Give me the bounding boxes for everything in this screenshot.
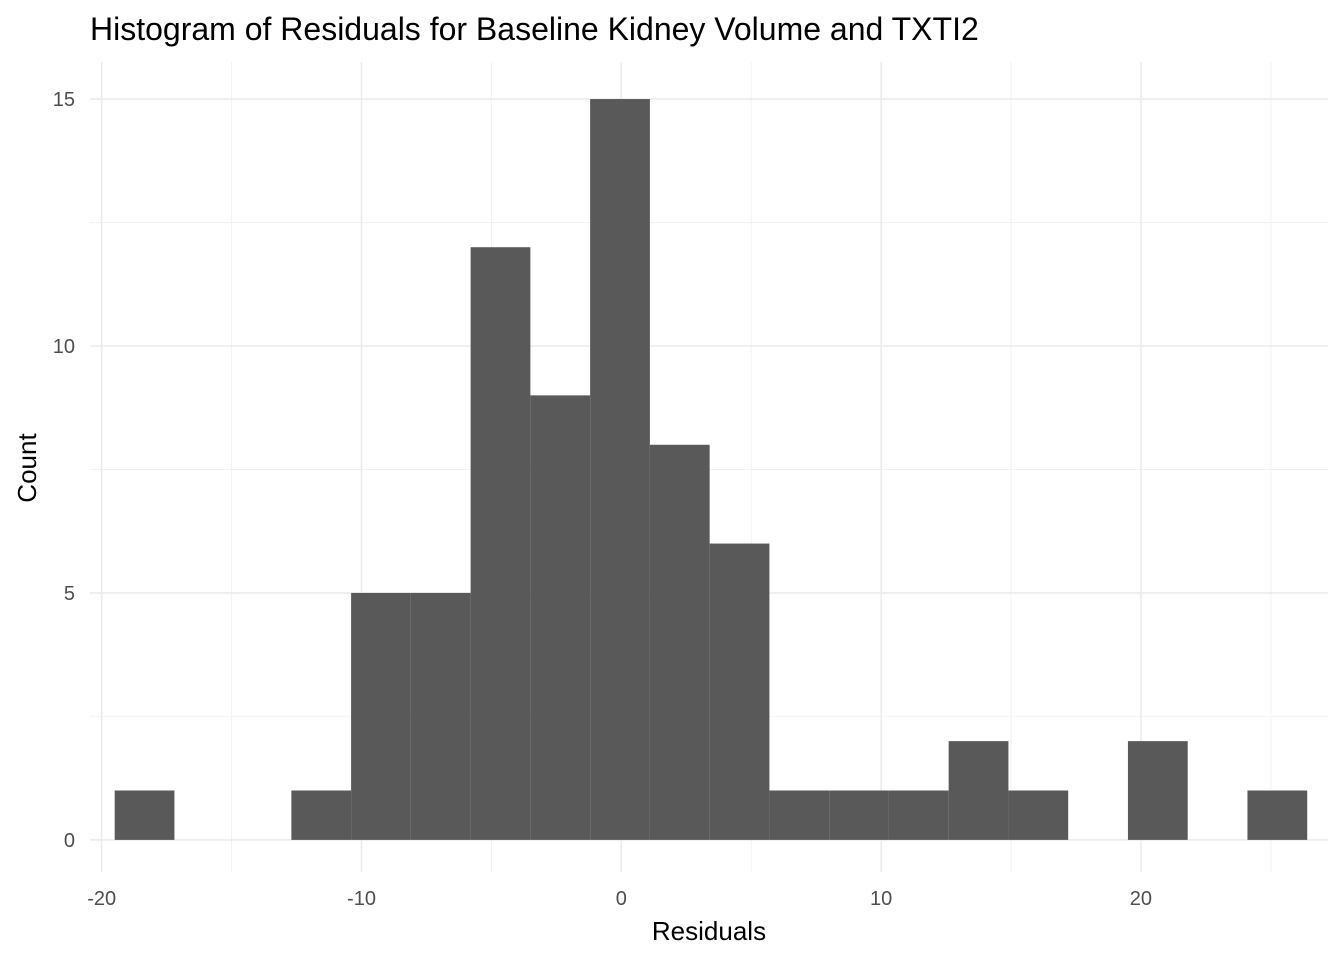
histogram-bars [114, 99, 1308, 840]
x-axis-title: Residuals [652, 916, 766, 946]
histogram-bar [291, 790, 352, 840]
y-tick-label: 15 [53, 89, 75, 111]
x-tick-label: 10 [870, 888, 892, 910]
histogram-bar [530, 395, 591, 840]
histogram-bar [888, 790, 949, 840]
histogram-bar [351, 592, 411, 840]
y-tick-label: 5 [64, 583, 75, 605]
histogram-bar [769, 790, 830, 840]
histogram-bar [1008, 790, 1069, 840]
histogram-bar [114, 790, 175, 840]
histogram-bar [1247, 790, 1308, 840]
x-axis-tick-labels: -20 -10 0 10 20 [87, 888, 1152, 910]
x-tick-label: -10 [347, 888, 376, 910]
histogram-bar [649, 444, 710, 840]
x-tick-label: -20 [87, 888, 116, 910]
histogram-bar [709, 543, 770, 840]
histogram-bar [1127, 741, 1188, 840]
histogram-bar [410, 592, 471, 840]
y-tick-label: 10 [53, 336, 75, 358]
y-tick-label: 0 [64, 830, 75, 852]
x-tick-label: 0 [616, 888, 627, 910]
histogram-bar [829, 790, 889, 840]
y-axis-title: Count [12, 433, 42, 503]
x-tick-label: 20 [1130, 888, 1152, 910]
histogram-bar [948, 741, 1009, 840]
y-axis-tick-labels: 0 5 10 15 [53, 89, 75, 852]
histogram-bar [590, 99, 650, 840]
histogram-bar [470, 247, 531, 840]
chart-title: Histogram of Residuals for Baseline Kidn… [90, 11, 979, 47]
